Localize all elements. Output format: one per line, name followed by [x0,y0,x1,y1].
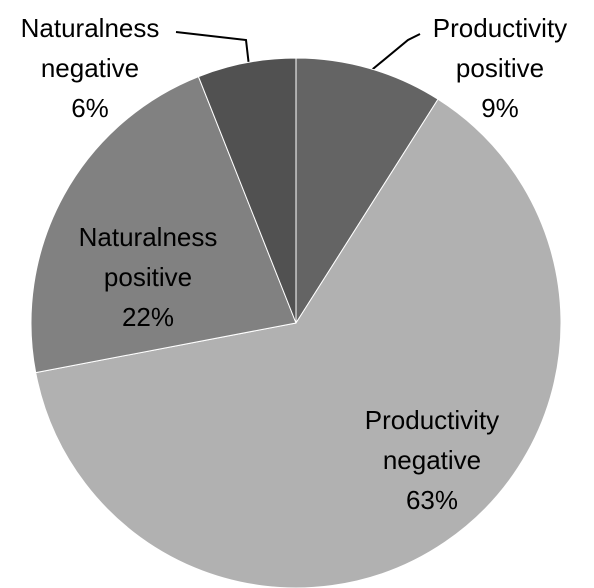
category-name: Productivity negative [364,405,500,475]
value-label: 6% [71,93,109,123]
pie-slice [197,57,297,324]
slice-label: Productivity negative 63% [344,400,520,520]
slice-label: Naturalness positive 22% [60,217,236,337]
category-name: Naturalness negative [20,13,160,83]
pie-slice [295,57,439,325]
slice-label: Productivity positive 9% [412,8,588,128]
pie-slice [35,98,562,588]
leader-line [175,31,250,67]
pie-slice [30,75,297,374]
value-label: 9% [481,93,519,123]
category-name: Productivity positive [432,13,568,83]
leader-line [367,33,421,74]
category-name: Naturalness positive [78,222,218,292]
value-label: 22% [121,302,175,332]
slice-label: Naturalness negative 6% [2,8,178,128]
value-label: 63% [405,485,459,515]
